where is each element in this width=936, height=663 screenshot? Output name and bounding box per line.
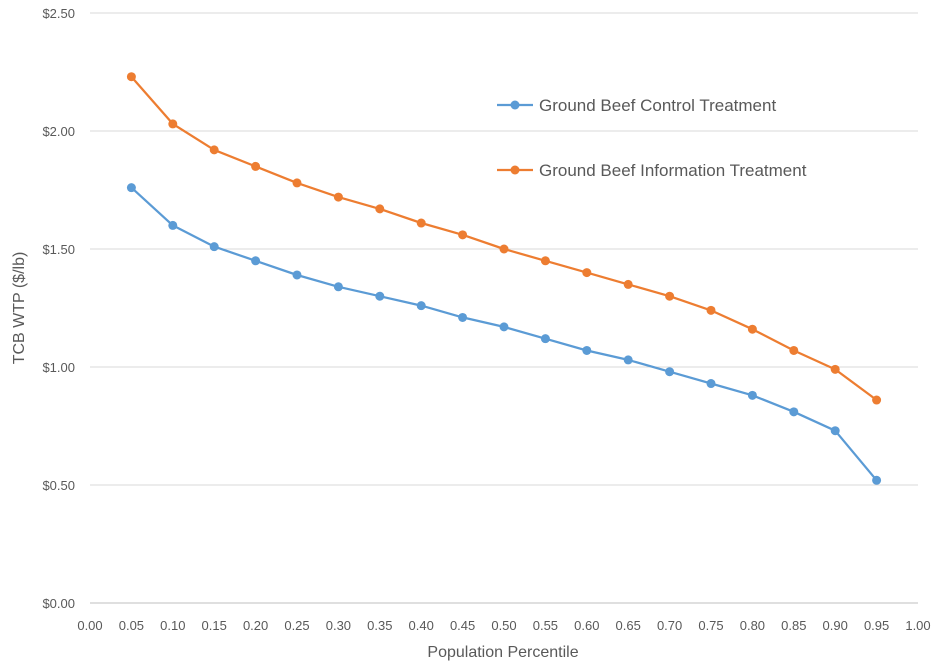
series-line-2 xyxy=(130,75,878,401)
data-point xyxy=(126,72,136,82)
x-tick-label: 0.30 xyxy=(326,618,351,633)
data-point xyxy=(747,390,757,400)
data-point xyxy=(499,244,509,254)
data-point xyxy=(665,367,675,377)
x-tick-label: 0.00 xyxy=(77,618,102,633)
y-tick-label: $2.00 xyxy=(42,124,75,139)
data-point xyxy=(458,312,468,322)
data-point xyxy=(209,242,219,252)
series-group xyxy=(126,72,882,485)
x-tick-label: 0.05 xyxy=(119,618,144,633)
data-point xyxy=(375,291,385,301)
data-point xyxy=(251,256,261,266)
x-axis-tick-labels: 0.00 0.05 0.10 0.15 0.20 0.25 0.30 0.35 0.40 0.45… xyxy=(77,618,930,633)
y-axis-tick-labels: $0.00 $0.50 $1.00 $1.50 $2.00 $2.50 xyxy=(42,6,75,611)
x-tick-label: 0.25 xyxy=(284,618,309,633)
data-point xyxy=(706,305,716,315)
data-point xyxy=(665,291,675,301)
data-point xyxy=(540,334,550,344)
legend-label: Ground Beef Information Treatment xyxy=(539,161,807,180)
x-tick-label: 0.10 xyxy=(160,618,185,633)
gridlines xyxy=(90,12,918,604)
x-tick-label: 0.20 xyxy=(243,618,268,633)
data-point xyxy=(126,183,136,193)
x-axis-title: Population Percentile xyxy=(427,644,578,661)
data-point xyxy=(789,345,799,355)
x-tick-label: 1.00 xyxy=(905,618,930,633)
data-point xyxy=(333,192,343,202)
x-tick-label: 0.65 xyxy=(616,618,641,633)
y-axis-title: TCB WTP ($/lb) xyxy=(11,252,28,365)
data-point xyxy=(209,145,219,155)
data-point xyxy=(292,270,302,280)
x-tick-label: 0.40 xyxy=(409,618,434,633)
data-point xyxy=(375,204,385,214)
data-point xyxy=(789,407,799,417)
y-tick-label: $2.50 xyxy=(42,6,75,21)
data-point xyxy=(540,256,550,266)
data-point xyxy=(416,301,426,311)
data-point xyxy=(168,119,178,129)
data-point xyxy=(872,395,882,405)
data-point xyxy=(706,379,716,389)
data-point xyxy=(582,268,592,278)
data-point xyxy=(830,364,840,374)
data-point xyxy=(251,161,261,171)
data-point xyxy=(623,279,633,289)
y-tick-label: $0.00 xyxy=(42,596,75,611)
x-tick-label: 0.75 xyxy=(698,618,723,633)
data-point xyxy=(499,322,509,332)
x-tick-label: 0.85 xyxy=(781,618,806,633)
data-point xyxy=(747,324,757,334)
data-point xyxy=(458,230,468,240)
y-tick-label: $1.50 xyxy=(42,242,75,257)
data-point xyxy=(333,282,343,292)
x-tick-label: 0.60 xyxy=(574,618,599,633)
legend-label: Ground Beef Control Treatment xyxy=(539,96,776,115)
x-tick-label: 0.50 xyxy=(491,618,516,633)
x-tick-label: 0.45 xyxy=(450,618,475,633)
x-tick-label: 0.70 xyxy=(657,618,682,633)
data-point xyxy=(582,345,592,355)
data-point xyxy=(168,220,178,230)
data-point xyxy=(872,475,882,485)
data-point xyxy=(623,355,633,365)
legend-marker xyxy=(510,100,520,110)
data-point xyxy=(830,426,840,436)
x-tick-label: 0.15 xyxy=(202,618,227,633)
data-point xyxy=(416,218,426,228)
y-tick-label: $1.00 xyxy=(42,360,75,375)
series-line-1 xyxy=(130,186,878,482)
x-tick-label: 0.80 xyxy=(740,618,765,633)
x-tick-label: 0.55 xyxy=(533,618,558,633)
legend-marker xyxy=(510,165,520,175)
x-tick-label: 0.35 xyxy=(367,618,392,633)
x-tick-label: 0.90 xyxy=(823,618,848,633)
data-point xyxy=(292,178,302,188)
legend: Ground Beef Control Treatment Ground Beef… xyxy=(497,96,807,180)
x-tick-label: 0.95 xyxy=(864,618,889,633)
y-tick-label: $0.50 xyxy=(42,478,75,493)
